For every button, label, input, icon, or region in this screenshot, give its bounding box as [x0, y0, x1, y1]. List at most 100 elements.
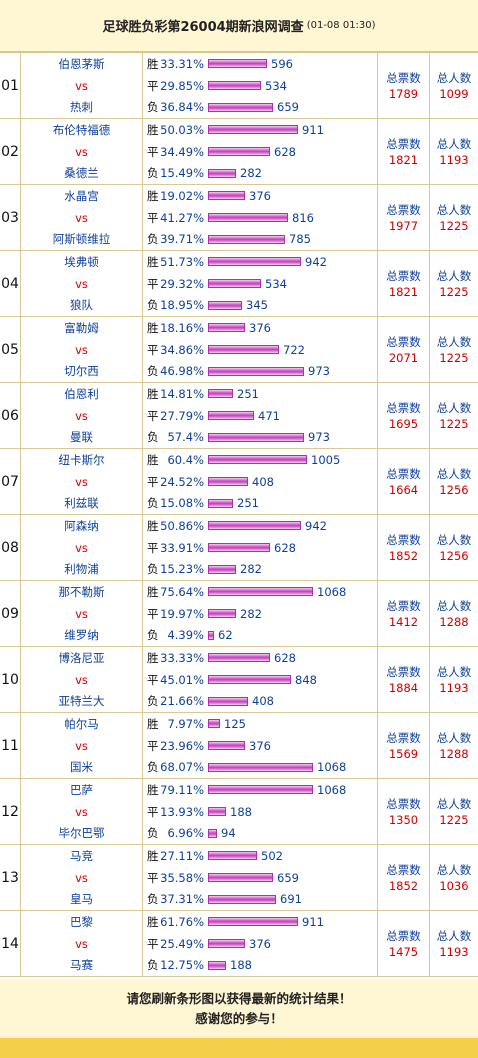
stat-bar [208, 939, 245, 948]
stat-percent: 75.64% [160, 584, 204, 599]
away-team[interactable]: 皇马 [70, 892, 93, 907]
match-number: 10 [0, 647, 21, 712]
home-team[interactable]: 伯恩茅斯 [58, 56, 105, 71]
home-team[interactable]: 布伦特福德 [52, 122, 111, 137]
away-team[interactable]: 利兹联 [64, 496, 99, 511]
total-votes-cell: 总票数 1821 [378, 251, 430, 316]
match-teams: 巴黎 vs 马赛 [21, 911, 143, 976]
home-team[interactable]: 水晶宫 [64, 188, 99, 203]
home-team[interactable]: 富勒姆 [64, 320, 99, 335]
home-team[interactable]: 那不勒斯 [58, 584, 105, 599]
stat-percent: 14.81% [160, 386, 204, 401]
match-teams: 那不勒斯 vs 维罗纳 [21, 581, 143, 646]
stat-count: 376 [249, 738, 271, 753]
total-people-value: 1256 [439, 482, 469, 497]
away-team[interactable]: 维罗纳 [64, 628, 99, 643]
stat-bar [208, 675, 291, 684]
vs-label: vs [75, 474, 88, 489]
away-team[interactable]: 热刺 [70, 100, 93, 115]
total-people-cell: 总人数 1225 [430, 251, 478, 316]
match-row: 07 纽卡斯尔 vs 利兹联 胜 60.4% 1005 平 24.52% 408… [0, 449, 478, 515]
stat-label: 负 [147, 562, 159, 577]
total-votes-cell: 总票数 1821 [378, 119, 430, 184]
match-teams: 阿森纳 vs 利物浦 [21, 515, 143, 580]
home-team[interactable]: 阿森纳 [64, 518, 99, 533]
stat-label: 负 [147, 958, 159, 973]
stat-percent: 34.86% [160, 342, 204, 357]
vs-label: vs [75, 870, 88, 885]
match-row: 12 巴萨 vs 毕尔巴鄂 胜 79.11% 1068 平 13.93% 188… [0, 779, 478, 845]
stat-percent: 12.75% [160, 958, 204, 973]
stat-row-draw: 平 35.58% 659 [147, 867, 377, 889]
away-team[interactable]: 曼联 [70, 430, 93, 445]
total-votes-cell: 总票数 1884 [378, 647, 430, 712]
match-teams: 巴萨 vs 毕尔巴鄂 [21, 779, 143, 844]
match-row: 01 伯恩茅斯 vs 热刺 胜 33.31% 596 平 29.85% 534 … [0, 53, 478, 119]
stat-count: 848 [295, 672, 317, 687]
away-team[interactable]: 利物浦 [64, 562, 99, 577]
away-team[interactable]: 阿斯顿维拉 [52, 232, 111, 247]
away-team[interactable]: 亚特兰大 [58, 694, 105, 709]
home-team[interactable]: 巴黎 [70, 914, 93, 929]
total-votes-value: 1852 [388, 548, 419, 563]
total-people-label: 总人数 [436, 730, 472, 745]
total-people-label: 总人数 [436, 136, 472, 151]
stat-bar [208, 279, 261, 288]
stat-count: 691 [280, 892, 302, 907]
total-votes-label: 总票数 [386, 136, 421, 151]
stat-label: 胜 [147, 518, 159, 533]
stat-label: 胜 [147, 386, 159, 401]
stat-label: 负 [147, 364, 159, 379]
stat-bar [208, 696, 248, 706]
vs-label: vs [75, 804, 88, 819]
stat-label: 胜 [147, 56, 159, 71]
total-votes-label: 总票数 [386, 796, 421, 811]
stat-count: 722 [283, 342, 305, 357]
match-stats: 胜 7.97% 125 平 23.96% 376 负 68.07% 1068 [143, 713, 378, 778]
home-team[interactable]: 纽卡斯尔 [58, 452, 105, 467]
total-people-cell: 总人数 1225 [430, 185, 478, 250]
stat-count: 1005 [311, 452, 341, 467]
vs-label: vs [75, 144, 88, 159]
stat-percent: 19.02% [160, 188, 204, 203]
stat-count: 282 [240, 606, 262, 621]
stat-count: 125 [224, 716, 246, 731]
away-team[interactable]: 桑德兰 [64, 166, 99, 181]
home-team[interactable]: 巴萨 [70, 782, 93, 797]
home-team[interactable]: 博洛尼亚 [58, 650, 105, 665]
match-row: 09 那不勒斯 vs 维罗纳 胜 75.64% 1068 平 19.97% 28… [0, 581, 478, 647]
total-people-cell: 总人数 1288 [430, 581, 478, 646]
away-team[interactable]: 国米 [70, 760, 93, 775]
total-votes-value: 1475 [388, 944, 419, 959]
total-votes-label: 总票数 [386, 400, 421, 415]
stat-bar [208, 741, 245, 750]
away-team[interactable]: 切尔西 [64, 364, 99, 379]
stat-row-lose: 负 18.95% 345 [147, 294, 377, 316]
home-team[interactable]: 帕尔马 [64, 716, 99, 731]
match-teams: 帕尔马 vs 国米 [21, 713, 143, 778]
total-votes-label: 总票数 [386, 268, 421, 283]
stat-label: 平 [147, 804, 159, 819]
match-stats: 胜 18.16% 376 平 34.86% 722 负 46.98% 973 [143, 317, 378, 382]
match-teams: 水晶宫 vs 阿斯顿维拉 [21, 185, 143, 250]
away-team[interactable]: 狼队 [70, 298, 93, 313]
away-team[interactable]: 毕尔巴鄂 [58, 826, 105, 841]
stat-bar [208, 411, 254, 420]
stat-label: 平 [147, 870, 159, 885]
stat-row-lose: 负 15.23% 282 [147, 558, 377, 580]
match-teams: 马竞 vs 皇马 [21, 845, 143, 910]
home-team[interactable]: 马竞 [70, 848, 93, 863]
match-number: 07 [0, 449, 21, 514]
total-people-cell: 总人数 1288 [430, 713, 478, 778]
home-team[interactable]: 埃弗顿 [64, 254, 99, 269]
stat-percent: 29.85% [160, 78, 204, 93]
stat-label: 胜 [147, 452, 159, 467]
total-people-cell: 总人数 1193 [430, 119, 478, 184]
away-team[interactable]: 马赛 [70, 958, 93, 973]
stat-label: 平 [147, 738, 159, 753]
stat-label: 平 [147, 672, 159, 687]
stat-row-lose: 负 68.07% 1068 [147, 756, 377, 778]
home-team[interactable]: 伯恩利 [64, 386, 99, 401]
stat-percent: 50.86% [160, 518, 204, 533]
stat-bar [208, 851, 257, 861]
